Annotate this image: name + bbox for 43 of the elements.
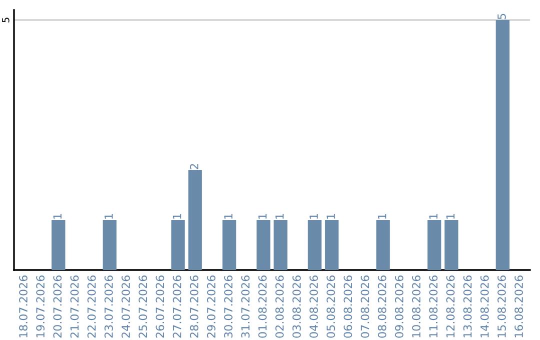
x-tick-label: 18.07.2026 [19, 276, 28, 338]
x-tick-label: 28.07.2026 [190, 276, 198, 338]
x-tick-label: 13.08.2026 [463, 276, 472, 338]
x-tick-label: 06.08.2026 [344, 276, 352, 338]
data-label: 1 [53, 214, 62, 219]
x-tick-label: 29.07.2026 [207, 276, 216, 338]
x-tick-label: 26.07.2026 [156, 276, 164, 338]
x-tick-label: 24.07.2026 [122, 276, 130, 338]
x-tick-label: 03.08.2026 [292, 276, 301, 338]
x-tick-label: 19.07.2026 [36, 276, 45, 338]
x-tick-label: 01.08.2026 [258, 276, 267, 338]
x-tick-label: 08.08.2026 [378, 276, 386, 338]
x-tick-label: 11.08.2026 [429, 276, 438, 338]
data-label: 1 [429, 214, 438, 219]
x-tick-label: 09.08.2026 [394, 276, 404, 338]
x-tick-label: 20.07.2026 [53, 276, 62, 338]
x-tick-label: 10.08.2026 [412, 276, 420, 338]
x-tick-label: 21.07.2026 [70, 276, 79, 338]
data-label: 1 [446, 214, 454, 219]
data-label: 1 [310, 214, 318, 219]
data-label: 2 [190, 164, 198, 170]
x-tick-label: 30.07.2026 [224, 276, 233, 338]
data-label: 1 [326, 214, 335, 219]
x-tick-label: 15.08.2026 [497, 276, 506, 338]
data-label: 1 [378, 214, 386, 219]
x-tick-label: 31.07.2026 [241, 276, 250, 338]
x-tick-label: 14.08.2026 [480, 276, 489, 338]
x-tick-label: 05.08.2026 [326, 276, 336, 338]
data-label: 1 [276, 214, 284, 219]
data-label: 1 [224, 214, 232, 219]
x-tick-label: 07.08.2026 [360, 276, 370, 338]
x-tick-label: 04.08.2026 [310, 276, 318, 338]
data-label: 1 [172, 214, 182, 219]
x-tick-label: 25.07.2026 [138, 276, 148, 338]
x-tick-label: 16.08.2026 [514, 276, 523, 338]
x-tick-label: 12.08.2026 [446, 276, 455, 338]
data-label: 1 [258, 214, 267, 219]
data-label: 1 [104, 214, 113, 219]
x-tick-label: 02.08.2026 [275, 276, 284, 338]
x-tick-label: 27.07.2026 [172, 276, 182, 338]
x-tick-label: 23.07.2026 [104, 276, 113, 338]
data-label: 5 [498, 14, 506, 20]
x-tick-label: 22.07.2026 [87, 276, 96, 338]
